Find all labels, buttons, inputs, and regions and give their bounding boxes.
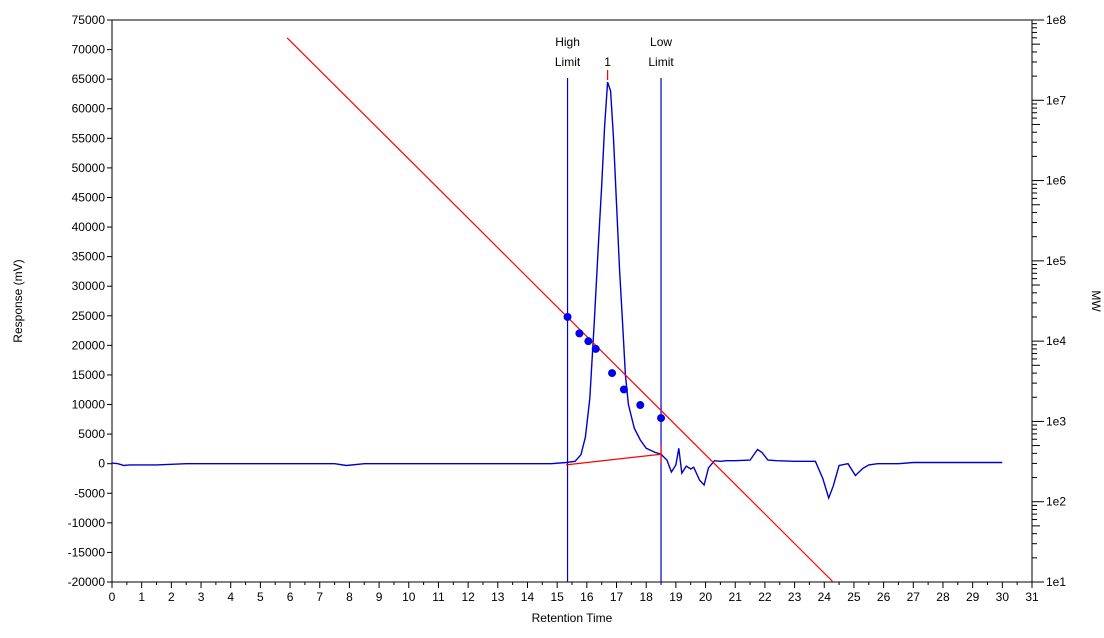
chart-marks: High Limit Low Limit 1 bbox=[112, 35, 1003, 582]
x-tick-label: 2 bbox=[168, 590, 175, 604]
y-tick-label: -20000 bbox=[68, 575, 106, 589]
x-tick-label: 25 bbox=[847, 590, 861, 604]
x-tick-label: 17 bbox=[610, 590, 624, 604]
x-axis: 0 1 2 3 4 5 6 7 8 9 10 11 12 13 14 15 16 17 18 19 20 21 22 23 24… bbox=[109, 582, 1039, 604]
y2-tick-label: 1e6 bbox=[1046, 174, 1066, 188]
x-tick-label: 0 bbox=[109, 590, 116, 604]
calibration-point bbox=[657, 414, 666, 423]
x-tick-label: 13 bbox=[491, 590, 505, 604]
x-tick-label: 19 bbox=[669, 590, 683, 604]
x-tick-label: 20 bbox=[699, 590, 713, 604]
x-tick-label: 16 bbox=[580, 590, 594, 604]
y-tick-label: 60000 bbox=[72, 102, 106, 116]
x-tick-label: 1 bbox=[138, 590, 145, 604]
x-tick-label: 30 bbox=[996, 590, 1010, 604]
low-limit-label-line1: Low bbox=[650, 35, 672, 49]
y-tick-label: -15000 bbox=[68, 545, 106, 559]
y-tick-label: 10000 bbox=[72, 398, 106, 412]
x-tick-label: 5 bbox=[257, 590, 264, 604]
plot-area bbox=[111, 19, 1033, 583]
low-limit-label-line2: Limit bbox=[648, 55, 674, 69]
calibration-point bbox=[563, 312, 572, 321]
y-tick-label: 5000 bbox=[78, 427, 105, 441]
x-tick-label: 18 bbox=[640, 590, 654, 604]
y-axis-response: 7500070000650006000055000500004500040000… bbox=[68, 13, 112, 589]
x-tick-label: 7 bbox=[316, 590, 323, 604]
y-tick-label: 0 bbox=[98, 457, 105, 471]
calibration-point bbox=[575, 329, 584, 338]
x-tick-label: 27 bbox=[907, 590, 921, 604]
y-tick-label: 65000 bbox=[72, 72, 106, 86]
y-tick-label: 15000 bbox=[72, 368, 106, 382]
y-tick-label: 20000 bbox=[72, 338, 106, 352]
x-tick-label: 8 bbox=[346, 590, 353, 604]
calibration-point bbox=[619, 385, 628, 394]
y2-tick-label: 1e2 bbox=[1046, 495, 1066, 509]
x-tick-label: 12 bbox=[461, 590, 475, 604]
high-limit-label-line1: High bbox=[555, 35, 580, 49]
x-tick-label: 15 bbox=[550, 590, 564, 604]
calibration-point bbox=[584, 337, 593, 346]
x-tick-label: 26 bbox=[877, 590, 891, 604]
plot-frame bbox=[111, 19, 1033, 583]
y-tick-label: 70000 bbox=[72, 43, 106, 57]
calibration-point bbox=[591, 344, 600, 353]
y2-axis-title: MW bbox=[1089, 290, 1103, 312]
x-tick-label: 10 bbox=[402, 590, 416, 604]
y-tick-label: 40000 bbox=[72, 220, 106, 234]
y-tick-label: 45000 bbox=[72, 190, 106, 204]
x-tick-label: 14 bbox=[521, 590, 535, 604]
high-limit-label-line2: Limit bbox=[555, 55, 581, 69]
baseline bbox=[565, 453, 662, 466]
y2-tick-label: 1e4 bbox=[1046, 334, 1066, 348]
y-tick-label: 55000 bbox=[72, 131, 106, 145]
y2-tick-label: 1e3 bbox=[1046, 414, 1066, 428]
x-tick-label: 24 bbox=[818, 590, 832, 604]
y-tick-label: -5000 bbox=[74, 486, 105, 500]
y2-tick-label: 1e8 bbox=[1046, 13, 1066, 27]
y2-tick-label: 1e7 bbox=[1046, 93, 1066, 107]
y2-tick-label: 1e5 bbox=[1046, 254, 1066, 268]
x-tick-label: 11 bbox=[432, 590, 445, 604]
x-tick-label: 23 bbox=[788, 590, 802, 604]
chromatogram-trace bbox=[112, 81, 1003, 501]
x-tick-label: 31 bbox=[1025, 590, 1039, 604]
y-tick-label: 50000 bbox=[72, 161, 106, 175]
x-tick-label: 29 bbox=[966, 590, 980, 604]
x-tick-label: 6 bbox=[287, 590, 294, 604]
x-tick-label: 21 bbox=[729, 590, 743, 604]
y-tick-label: 30000 bbox=[72, 279, 106, 293]
y-axis-mw: 1e8 1e7 1e6 1e5 1e4 1e3 1e2 1e1 bbox=[1032, 13, 1066, 589]
y-axis-title: Response (mV) bbox=[11, 259, 25, 342]
x-tick-label: 9 bbox=[376, 590, 383, 604]
y-tick-label: -10000 bbox=[68, 516, 106, 530]
x-tick-label: 4 bbox=[227, 590, 234, 604]
y-tick-label: 75000 bbox=[72, 13, 106, 27]
y2-tick-label: 1e1 bbox=[1046, 575, 1066, 589]
x-tick-label: 3 bbox=[198, 590, 205, 604]
calibration-line bbox=[286, 37, 834, 582]
peak-label: 1 bbox=[604, 55, 611, 69]
x-tick-label: 22 bbox=[758, 590, 772, 604]
y-tick-label: 35000 bbox=[72, 250, 106, 264]
y-tick-label: 25000 bbox=[72, 309, 106, 323]
x-axis-title: Retention Time bbox=[532, 611, 613, 625]
calibration-point bbox=[636, 401, 645, 410]
calibration-point bbox=[608, 369, 617, 378]
x-tick-label: 28 bbox=[936, 590, 950, 604]
